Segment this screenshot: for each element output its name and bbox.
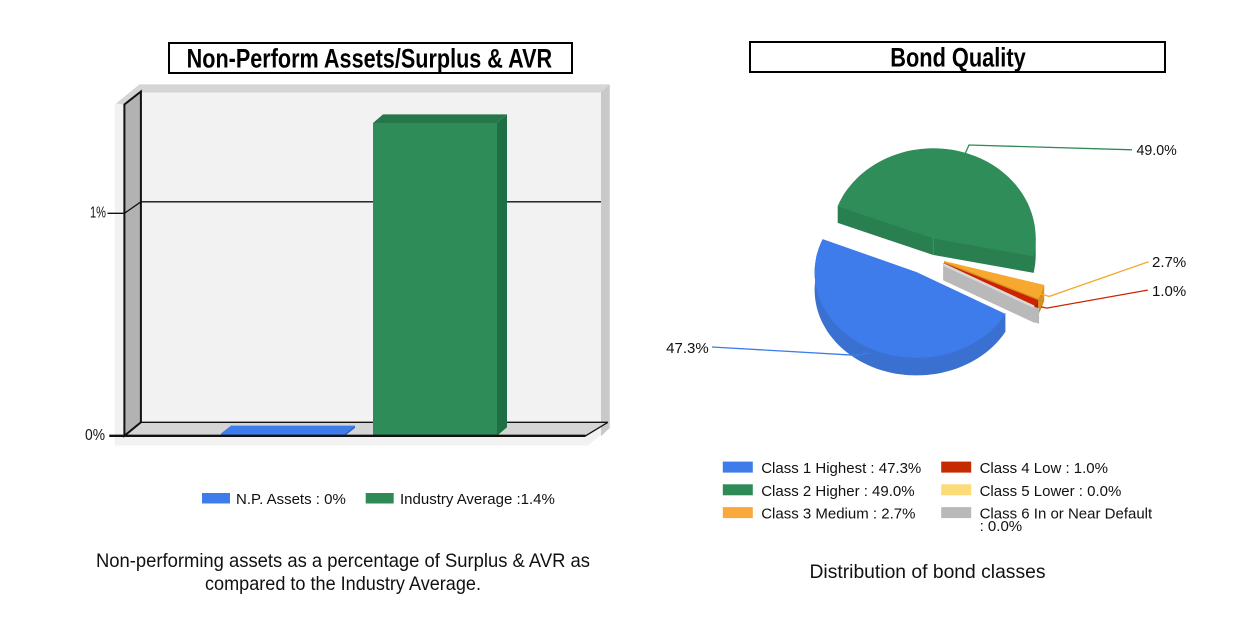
svg-text:Class 1 Highest : 47.3%: Class 1 Highest : 47.3% [761,460,921,477]
svg-text:Class 2 Higher : 49.0%: Class 2 Higher : 49.0% [761,483,914,500]
svg-text:1.0%: 1.0% [1152,283,1186,300]
svg-text:Class 6 In or Near Default: Class 6 In or Near Default [980,506,1153,523]
svg-text:N.P. Assets : 0%: N.P. Assets : 0% [236,491,346,508]
svg-text:Bond Quality: Bond Quality [890,43,1025,73]
svg-text:Non-performing assets as a per: Non-performing assets as a percentage of… [96,550,590,572]
svg-text:compared to the Industry Avera: compared to the Industry Average. [205,573,481,595]
svg-text:0%: 0% [85,427,105,444]
svg-text:Non-Perform Assets/Surplus & A: Non-Perform Assets/Surplus & AVR [187,44,553,74]
svg-text:47.3%: 47.3% [666,340,709,357]
svg-text:1%: 1% [90,205,106,222]
svg-text:Industry Average :1.4%: Industry Average :1.4% [400,491,555,508]
svg-text:Class 4 Low : 1.0%: Class 4 Low : 1.0% [980,460,1108,477]
svg-text:49.0%: 49.0% [1137,142,1177,159]
svg-text:: 0.0%: : 0.0% [980,518,1023,535]
svg-text:Class 5 Lower : 0.0%: Class 5 Lower : 0.0% [980,483,1122,500]
svg-text:Distribution of bond classes: Distribution of bond classes [810,561,1046,583]
svg-text:Class 3 Medium : 2.7%: Class 3 Medium : 2.7% [761,506,915,523]
svg-text:2.7%: 2.7% [1152,254,1186,271]
